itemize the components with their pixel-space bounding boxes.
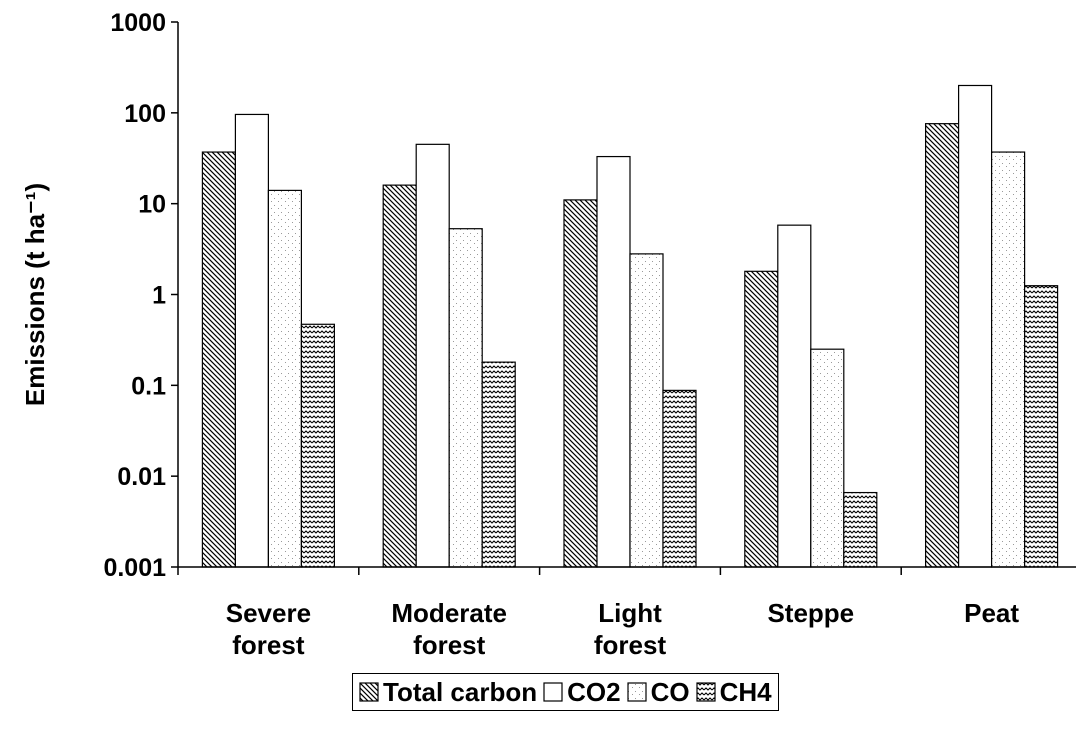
bar — [1023, 285, 1059, 568]
bar — [300, 323, 335, 568]
bar — [744, 270, 779, 568]
bar — [267, 189, 302, 568]
bar — [924, 123, 960, 568]
x-tick-label: Moderate forest — [391, 598, 507, 660]
legend-swatch — [695, 682, 716, 702]
bar — [777, 224, 812, 568]
legend-swatch-box — [626, 682, 647, 702]
legend-label: CO2 — [567, 676, 621, 707]
y-tick-label: 10 — [138, 191, 166, 219]
bar — [481, 361, 516, 568]
bar — [201, 151, 236, 568]
x-tick-label: Severe forest — [225, 598, 312, 660]
y-tick-label: 100 — [124, 100, 166, 128]
legend-label: CO — [650, 676, 690, 707]
legend-item: CH4 — [695, 676, 772, 708]
legend-item: CO — [626, 676, 690, 708]
legend-swatch-box — [543, 682, 563, 702]
bar — [843, 491, 878, 568]
x-tick-label: Steppe — [767, 598, 855, 628]
legend-swatch-box — [695, 682, 716, 702]
bar — [596, 155, 631, 568]
legend: Total carbon CO2 CO CH4 — [352, 673, 779, 711]
y-tick-label: 1 — [152, 282, 166, 310]
legend-item: CO2 — [543, 676, 621, 708]
bar — [957, 84, 993, 568]
y-tick-label: 0.01 — [117, 463, 166, 491]
y-axis-label: Emissions (t ha⁻¹) — [20, 183, 50, 406]
legend-swatch — [359, 682, 379, 702]
bar — [382, 184, 417, 568]
legend-swatch-box — [359, 682, 379, 702]
bar — [662, 389, 697, 568]
legend-swatch — [543, 682, 563, 702]
y-tick-label: 0.001 — [103, 554, 166, 582]
bar — [810, 348, 845, 568]
legend-label: CH4 — [719, 676, 772, 707]
legend-swatch — [626, 682, 647, 702]
y-tick-label: 0.1 — [131, 372, 166, 400]
bar — [629, 253, 664, 568]
x-tick-label: Peat — [964, 598, 1020, 628]
legend-item: Total carbon — [359, 677, 537, 708]
bar — [990, 151, 1026, 568]
y-tick-label: 1000 — [110, 9, 166, 37]
bar — [415, 143, 450, 568]
bar — [563, 199, 598, 568]
bar — [234, 113, 269, 568]
bar — [448, 228, 483, 568]
legend-label: Total carbon — [383, 676, 538, 707]
x-tick-label: Light forest — [593, 598, 667, 660]
